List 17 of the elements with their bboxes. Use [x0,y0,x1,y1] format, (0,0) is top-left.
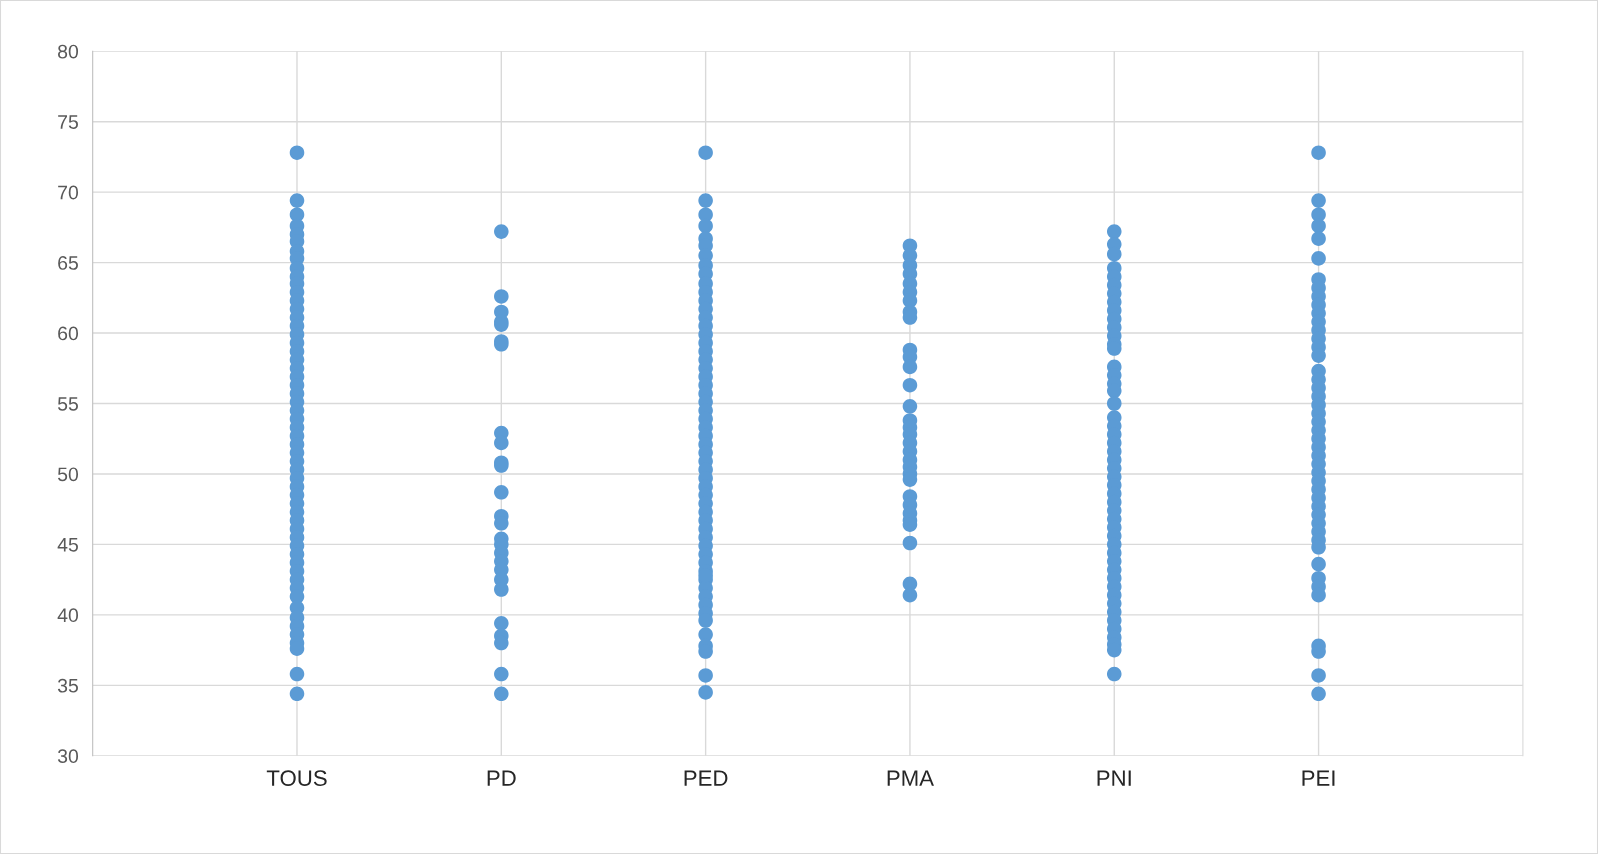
x-tick-label: PMA [887,770,934,786]
y-tick-label: 60 [58,326,79,341]
y-tick-label: 65 [58,256,78,270]
y-tick-label: 70 [58,185,79,200]
x-tick-label: PD [487,770,516,786]
y-tick-label: 50 [57,467,79,482]
x-tick-label: PNI [1097,770,1131,786]
x-tick-label: PEI [1302,770,1335,786]
y-tick-label: 55 [57,397,78,411]
x-tick-label: PED [684,770,728,786]
y-tick-label: 80 [58,44,79,59]
y-tick-label: 75 [58,115,78,129]
y-tick-label: 45 [57,538,78,552]
y-tick-label: 40 [57,608,79,623]
y-tick-label: 35 [57,678,78,693]
y-tick-label: 30 [57,749,79,764]
x-tick-label: TOUS [266,770,327,786]
